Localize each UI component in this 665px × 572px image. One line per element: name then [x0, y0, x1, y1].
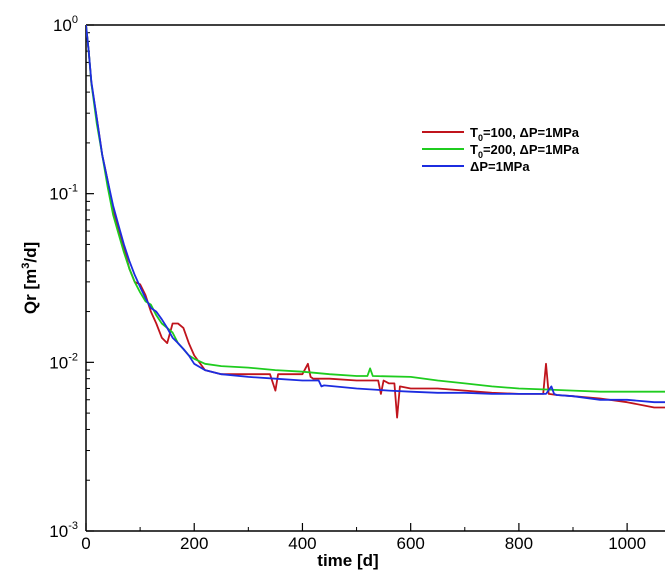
legend-label-1: T0=200, ΔP=1MPa	[470, 142, 580, 160]
x-tick-label: 600	[396, 534, 424, 553]
series-line-0	[86, 25, 665, 419]
x-tick-label: 200	[180, 534, 208, 553]
x-axis-title: time [d]	[317, 551, 378, 570]
x-tick-label: 0	[81, 534, 90, 553]
series-layer	[86, 25, 665, 419]
plot-frame	[85, 24, 665, 532]
y-axis-title: Qr [m3/d]	[20, 242, 40, 314]
y-ticks: 10-3 10-2 10-1 100	[49, 14, 94, 541]
y-tick-label: 10-2	[49, 351, 78, 372]
x-ticks: 0 200 400 600 800 1000	[81, 523, 646, 553]
x-tick-label: 1000	[608, 534, 646, 553]
series-line-2	[86, 25, 665, 404]
x-tick-label: 800	[505, 534, 533, 553]
legend-label-2: ΔP=1MPa	[470, 159, 530, 174]
x-tick-label: 400	[288, 534, 316, 553]
y-tick-label: 10-3	[49, 520, 78, 541]
series-line-1	[86, 25, 665, 393]
legend-label-0: T0=100, ΔP=1MPa	[470, 125, 580, 143]
y-tick-label: 10-1	[49, 183, 78, 204]
y-tick-label: 100	[53, 14, 78, 35]
